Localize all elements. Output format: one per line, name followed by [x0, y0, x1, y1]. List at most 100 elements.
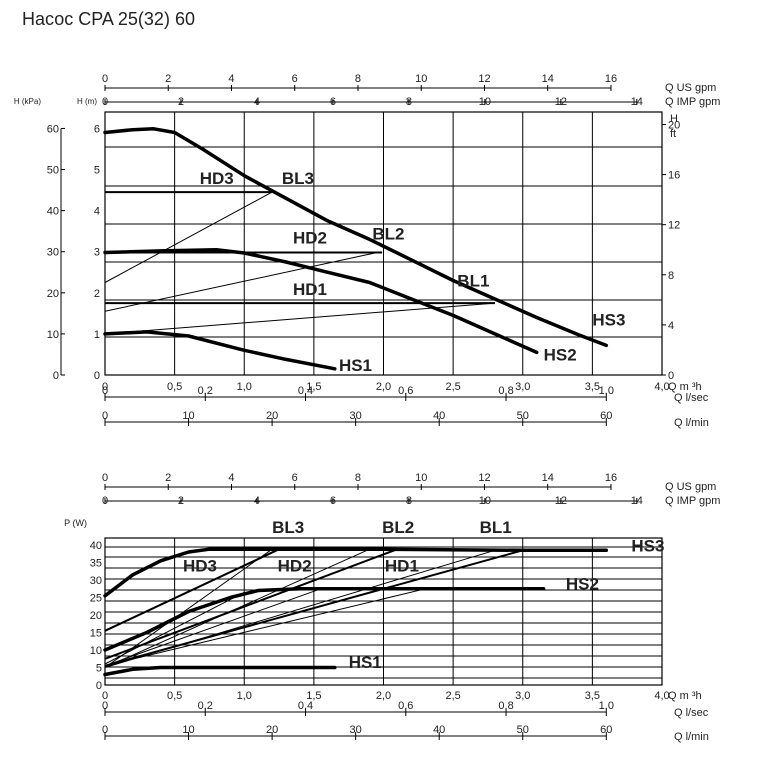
series-bl2	[104, 548, 370, 668]
y-tick-label-m: 2	[94, 288, 100, 300]
series-bl3	[104, 191, 273, 283]
curve-label-hs2: HS2	[566, 574, 599, 593]
x-axis-label-m3h: Q m ³h	[668, 690, 702, 702]
x-tick-label-lmin: 0	[102, 724, 108, 736]
x-axis-label-lsec: Q l/sec	[674, 707, 709, 719]
x-tick-label-lsec: 0.4	[298, 700, 313, 712]
series-hs1	[103, 665, 337, 677]
x-tick-label-lmin: 0	[102, 410, 108, 422]
x-tick-label-lsec: 0.4	[298, 385, 313, 397]
x-tick-label-m3h: 2,0	[376, 381, 391, 393]
series-hs1	[103, 330, 337, 371]
x-tick-label-impgpm: 12	[555, 96, 567, 108]
y-tick-label-m: 0	[94, 370, 100, 382]
curve-label-bl1: BL1	[457, 272, 489, 291]
power-chart: 0 0,5 1,0 1,5 2,0 2,5 3,0 3,5 4,0Q m ³h 0 0.2 0.4 0.…	[64, 472, 720, 743]
curve-label-hs1: HS1	[349, 653, 382, 672]
x-tick-label-usgpm: 2	[165, 472, 171, 484]
x-tick-label-m3h: 0,5	[167, 690, 182, 702]
y-tick-label-m: 4	[94, 206, 100, 218]
x-tick-label-lsec: 0.6	[398, 700, 413, 712]
curve-label-hs3: HS3	[631, 536, 664, 555]
series-bl2	[104, 251, 381, 312]
x-axis-label-impgpm: Q IMP gpm	[665, 96, 720, 108]
x-tick-label-m3h: 1,5	[306, 381, 321, 393]
curve-label-bl1: BL1	[480, 518, 512, 537]
y-axis-label-m: H (m)	[77, 97, 97, 106]
x-tick-label-m3h: 4,0	[654, 690, 669, 702]
y-axis-label-ft-h: H	[670, 113, 678, 125]
x-axis-label-lmin: Q l/min	[674, 731, 709, 743]
x-tick-label-usgpm: 14	[542, 472, 554, 484]
x-tick-label-lmin: 30	[350, 724, 362, 736]
x-tick-label-usgpm: 16	[605, 73, 617, 85]
x-tick-label-impgpm: 8	[406, 96, 412, 108]
x-tick-label-impgpm: 4	[254, 495, 260, 507]
y-tick-label-ft: 8	[668, 270, 674, 282]
x-tick-label-lmin: 40	[433, 410, 445, 422]
x-tick-label-usgpm: 16	[605, 472, 617, 484]
y-tick-label-w: 30	[90, 575, 102, 587]
x-axis-label-impgpm: Q IMP gpm	[665, 495, 720, 507]
page-title: Насос CPA 25(32) 60	[22, 9, 195, 29]
curve-label-hd3: HD3	[183, 556, 217, 575]
x-tick-label-m3h: 3,0	[515, 690, 530, 702]
y-tick-label-kpa: 60	[47, 123, 59, 135]
x-tick-label-lmin: 40	[433, 724, 445, 736]
y-tick-label-ft: 16	[668, 170, 680, 182]
x-tick-label-impgpm: 8	[406, 495, 412, 507]
curve-label-hs2: HS2	[544, 346, 577, 365]
x-tick-label-usgpm: 10	[415, 472, 427, 484]
y-tick-label-w: 35	[90, 558, 102, 570]
curve-label-hs1: HS1	[339, 356, 372, 375]
x-tick-label-usgpm: 4	[228, 73, 234, 85]
x-tick-label-lsec: 0.2	[198, 700, 213, 712]
x-tick-label-lsec: 0.8	[498, 700, 513, 712]
x-tick-label-lmin: 50	[517, 410, 529, 422]
x-tick-label-m3h: 2,5	[445, 381, 460, 393]
series-bl3	[104, 548, 273, 668]
y-tick-label-kpa: 30	[47, 247, 59, 259]
x-tick-label-lsec: 0	[102, 385, 108, 397]
curve-label-hd1: HD1	[293, 280, 327, 299]
series-hd3	[104, 548, 280, 632]
y-tick-label-w: 5	[96, 663, 102, 675]
y-axis-label-kpa: H (kPa)	[14, 97, 41, 106]
y-tick-label-m: 3	[94, 247, 100, 259]
x-tick-label-lsec: 1.0	[599, 700, 614, 712]
x-tick-label-usgpm: 2	[165, 73, 171, 85]
y-tick-label-ft: 20	[668, 119, 680, 131]
x-tick-label-usgpm: 10	[415, 73, 427, 85]
x-tick-label-lsec: 1.0	[599, 385, 614, 397]
curve-label-bl2: BL2	[372, 224, 404, 243]
x-tick-label-lmin: 60	[600, 410, 612, 422]
y-tick-label-w: 15	[90, 628, 102, 640]
series-hs3	[103, 547, 609, 598]
x-tick-label-usgpm: 0	[102, 73, 108, 85]
x-tick-label-lmin: 50	[517, 724, 529, 736]
y-tick-label-w: 10	[90, 645, 102, 657]
x-tick-label-impgpm: 14	[631, 495, 643, 507]
x-tick-label-m3h: 1,0	[237, 381, 252, 393]
y-tick-label-w: 40	[90, 540, 102, 552]
x-axis-label-usgpm: Q US gpm	[665, 481, 716, 493]
series-bl1	[104, 549, 496, 668]
x-tick-label-lmin: 30	[350, 410, 362, 422]
x-tick-label-m3h: 0	[102, 690, 108, 702]
y-tick-label-kpa: 0	[53, 370, 59, 382]
x-tick-label-impgpm: 4	[254, 96, 260, 108]
x-tick-label-usgpm: 6	[292, 472, 298, 484]
y-tick-label-ft: 0	[668, 370, 674, 382]
curve-label-hs3: HS3	[592, 311, 625, 330]
x-tick-label-impgpm: 14	[631, 96, 643, 108]
x-tick-label-impgpm: 10	[479, 96, 491, 108]
series-line	[104, 591, 245, 665]
x-tick-label-lsec: 0.8	[498, 385, 513, 397]
x-tick-label-usgpm: 8	[355, 472, 361, 484]
y-axis-label-ft-unit: ft	[670, 128, 676, 140]
x-tick-label-impgpm: 2	[178, 495, 184, 507]
x-tick-label-m3h: 2,5	[445, 690, 460, 702]
y-tick-label-m: 1	[94, 329, 100, 341]
x-tick-label-lmin: 20	[266, 724, 278, 736]
